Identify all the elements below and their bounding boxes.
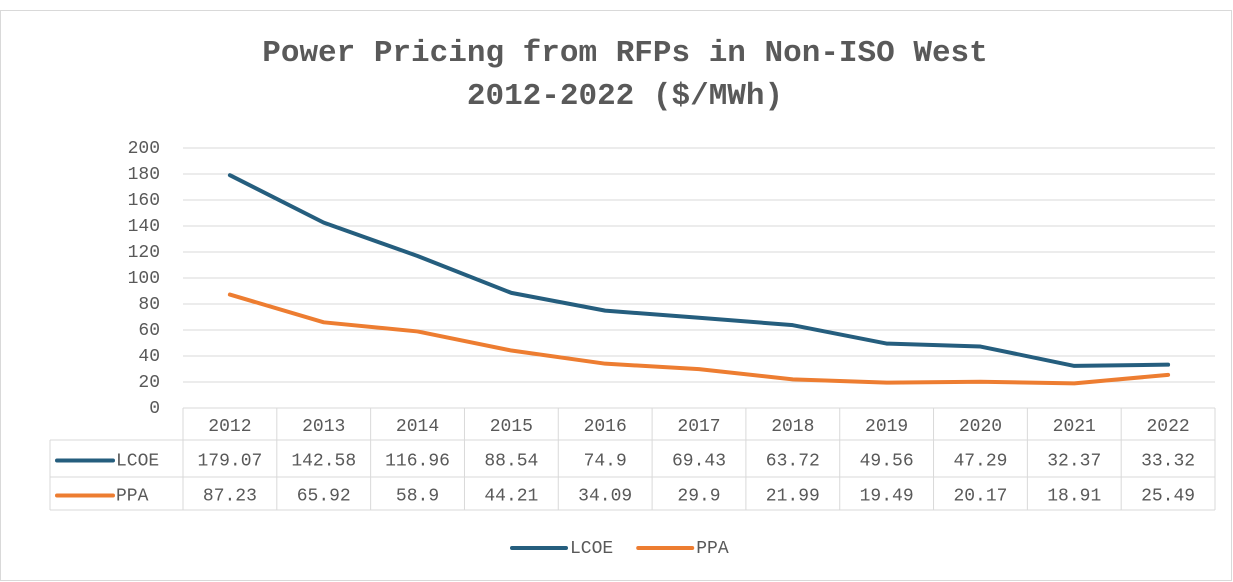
table-value: 19.49: [860, 486, 914, 506]
series-line: [227, 292, 1171, 386]
table-value: 44.21: [484, 486, 538, 506]
series-line: [227, 173, 1171, 368]
chart-border: [0, 10, 1232, 581]
table-value: 20.17: [953, 486, 1007, 506]
y-tick-label: 40: [138, 347, 160, 367]
legend-label: LCOE: [570, 539, 613, 559]
table-value: 29.9: [677, 486, 720, 506]
table-value: 65.92: [297, 486, 351, 506]
x-tick-label: 2022: [1146, 417, 1189, 437]
table-value: 58.9: [396, 486, 439, 506]
table-value: 21.99: [766, 486, 820, 506]
y-tick-label: 180: [128, 165, 160, 185]
table-value: 47.29: [953, 451, 1007, 471]
chart-title: 2012-2022 ($/MWh): [467, 79, 783, 114]
y-tick-label: 200: [128, 139, 160, 159]
y-tick-label: 0: [149, 399, 160, 419]
y-tick-label: 120: [128, 243, 160, 263]
x-tick-label: 2012: [208, 417, 251, 437]
table-value: 18.91: [1047, 486, 1101, 506]
table-value: 63.72: [766, 451, 820, 471]
table-value: 25.49: [1141, 486, 1195, 506]
y-tick-label: 60: [138, 321, 160, 341]
table-value: 179.07: [198, 451, 263, 471]
y-tick-label: 140: [128, 217, 160, 237]
table-value: 116.96: [385, 451, 450, 471]
x-tick-label: 2017: [677, 417, 720, 437]
table-value: 88.54: [484, 451, 538, 471]
table-value: 87.23: [203, 486, 257, 506]
x-tick-label: 2013: [302, 417, 345, 437]
x-tick-label: 2015: [490, 417, 533, 437]
table-value: 33.32: [1141, 451, 1195, 471]
x-tick-label: 2018: [771, 417, 814, 437]
x-tick-label: 2020: [959, 417, 1002, 437]
y-tick-label: 20: [138, 373, 160, 393]
x-tick-label: 2016: [584, 417, 627, 437]
legend-label: PPA: [696, 539, 729, 559]
table-series-name: LCOE: [116, 451, 159, 471]
table-value: 69.43: [672, 451, 726, 471]
table-value: 49.56: [860, 451, 914, 471]
y-tick-label: 160: [128, 191, 160, 211]
table-value: 32.37: [1047, 451, 1101, 471]
table-series-name: PPA: [116, 486, 149, 506]
y-tick-label: 80: [138, 295, 160, 315]
table-value: 142.58: [291, 451, 356, 471]
x-tick-label: 2014: [396, 417, 439, 437]
table-value: 34.09: [578, 486, 632, 506]
y-tick-label: 100: [128, 269, 160, 289]
x-tick-label: 2021: [1053, 417, 1096, 437]
x-tick-label: 2019: [865, 417, 908, 437]
table-value: 74.9: [584, 451, 627, 471]
chart-title: Power Pricing from RFPs in Non-ISO West: [262, 36, 988, 71]
